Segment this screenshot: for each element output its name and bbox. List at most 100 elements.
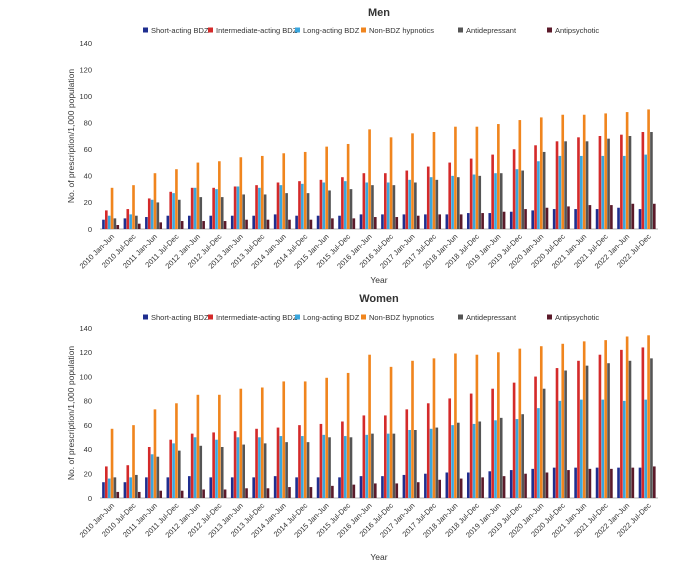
men-ytick-1: 20 bbox=[84, 198, 92, 207]
men-legend-swatch-4 bbox=[458, 27, 463, 33]
women-bar-4-8 bbox=[285, 442, 288, 498]
men-bar-3-9 bbox=[303, 151, 307, 229]
men-bar-4-25 bbox=[650, 132, 653, 229]
women-bar-1-8 bbox=[276, 427, 280, 498]
men-bar-3-15 bbox=[432, 132, 436, 229]
men-bar-1-6 bbox=[233, 186, 237, 229]
women-bar-5-17 bbox=[481, 477, 484, 498]
men-bar-2-17 bbox=[472, 174, 476, 229]
men-bar-4-15 bbox=[435, 179, 439, 229]
men-bar-5-20 bbox=[545, 207, 549, 229]
men-bar-4-4 bbox=[199, 197, 203, 229]
men-bar-1-24 bbox=[620, 134, 623, 229]
men-bar-0-2 bbox=[145, 217, 148, 229]
women-bar-3-15 bbox=[432, 358, 436, 498]
men-legend-label-3: Non-BDZ hypnotics bbox=[369, 26, 434, 35]
women-bar-5-15 bbox=[438, 479, 442, 498]
women-legend-swatch-4 bbox=[458, 314, 463, 320]
men-bar-4-20 bbox=[542, 151, 546, 229]
women-bar-5-16 bbox=[459, 478, 463, 498]
women-bar-2-4 bbox=[193, 437, 197, 498]
men-bar-1-8 bbox=[276, 182, 280, 229]
men-bar-1-4 bbox=[190, 187, 194, 229]
men-legend-label-4: Antidepressant bbox=[466, 26, 517, 35]
men-bar-1-13 bbox=[384, 173, 387, 229]
men-legend-swatch-1 bbox=[208, 27, 213, 33]
men-bar-1-7 bbox=[255, 185, 258, 229]
men-bar-1-12 bbox=[362, 173, 366, 229]
men-bar-1-22 bbox=[577, 137, 580, 229]
men-bar-1-14 bbox=[405, 170, 409, 229]
women-bar-1-6 bbox=[233, 431, 237, 498]
women-bar-2-25 bbox=[644, 399, 648, 498]
women-bar-0-25 bbox=[638, 467, 642, 498]
men-bar-1-15 bbox=[426, 166, 430, 229]
men-bar-5-6 bbox=[245, 219, 248, 229]
men-bar-1-1 bbox=[126, 209, 130, 229]
men-bar-2-8 bbox=[279, 185, 283, 229]
men-bar-0-20 bbox=[531, 210, 535, 229]
men-bar-4-5 bbox=[220, 197, 224, 229]
men-bar-1-25 bbox=[641, 132, 645, 229]
women-ytick-3: 60 bbox=[84, 421, 92, 430]
men-ytick-2: 40 bbox=[84, 172, 92, 181]
men-bar-5-23 bbox=[610, 205, 613, 229]
men-bar-1-5 bbox=[212, 187, 215, 229]
women-legend-label-2: Long-acting BDZ bbox=[303, 313, 360, 322]
women-bar-5-9 bbox=[309, 487, 313, 498]
men-ytick-4: 80 bbox=[84, 119, 92, 128]
women-bar-4-20 bbox=[542, 388, 546, 498]
women-bar-0-24 bbox=[617, 467, 620, 498]
women-bar-0-7 bbox=[252, 477, 256, 498]
men-ytick-7: 140 bbox=[79, 39, 92, 48]
women-bar-5-0 bbox=[116, 491, 120, 498]
men-bar-2-23 bbox=[601, 155, 605, 229]
men-bar-4-24 bbox=[628, 136, 632, 229]
men-bar-2-0 bbox=[107, 215, 111, 229]
women-bar-2-20 bbox=[537, 408, 540, 498]
women-bar-3-2 bbox=[153, 409, 157, 498]
women-bar-0-13 bbox=[381, 476, 384, 498]
women-bar-0-15 bbox=[424, 473, 427, 498]
men-bar-1-10 bbox=[319, 179, 323, 229]
women-bar-3-25 bbox=[647, 335, 650, 498]
men-ytick-3: 60 bbox=[84, 145, 92, 154]
women-bar-5-1 bbox=[137, 491, 141, 498]
men-bar-2-18 bbox=[494, 173, 497, 229]
men-bar-2-13 bbox=[386, 182, 390, 229]
men-bar-4-8 bbox=[285, 193, 288, 229]
women-bar-1-22 bbox=[577, 360, 580, 498]
women-bar-4-3 bbox=[177, 450, 181, 498]
men-bar-3-0 bbox=[110, 187, 114, 229]
men-bar-5-7 bbox=[266, 219, 270, 229]
men-bar-5-5 bbox=[223, 221, 227, 229]
men-bar-0-15 bbox=[424, 214, 427, 229]
men-bar-3-1 bbox=[132, 185, 135, 229]
women-bar-2-10 bbox=[322, 434, 326, 498]
men-bar-1-20 bbox=[534, 145, 537, 229]
men-bar-5-25 bbox=[652, 203, 656, 229]
women-bar-2-19 bbox=[515, 419, 519, 498]
women-bar-1-14 bbox=[405, 409, 409, 498]
men-bar-4-9 bbox=[306, 193, 310, 229]
women-bar-1-16 bbox=[448, 398, 452, 498]
men-bar-2-4 bbox=[193, 187, 197, 229]
women-bar-3-13 bbox=[389, 366, 393, 498]
men-bar-4-12 bbox=[371, 185, 374, 229]
women-bar-1-10 bbox=[319, 423, 323, 498]
women-bar-0-20 bbox=[531, 468, 535, 498]
women-bar-0-4 bbox=[187, 476, 191, 498]
women-ytick-0: 0 bbox=[88, 494, 92, 503]
women-bar-1-21 bbox=[555, 368, 559, 498]
women-bar-4-24 bbox=[628, 360, 632, 498]
men-bar-4-21 bbox=[564, 141, 567, 229]
men-bar-2-11 bbox=[343, 181, 347, 229]
men-bar-5-8 bbox=[288, 219, 291, 229]
men-bar-5-13 bbox=[395, 217, 399, 229]
women-bar-4-15 bbox=[435, 427, 439, 498]
men-bar-5-3 bbox=[180, 221, 184, 229]
women-bar-0-12 bbox=[359, 476, 363, 498]
women-bar-3-23 bbox=[604, 340, 607, 498]
women-bar-1-17 bbox=[469, 393, 473, 498]
men-legend-swatch-0 bbox=[143, 27, 148, 33]
